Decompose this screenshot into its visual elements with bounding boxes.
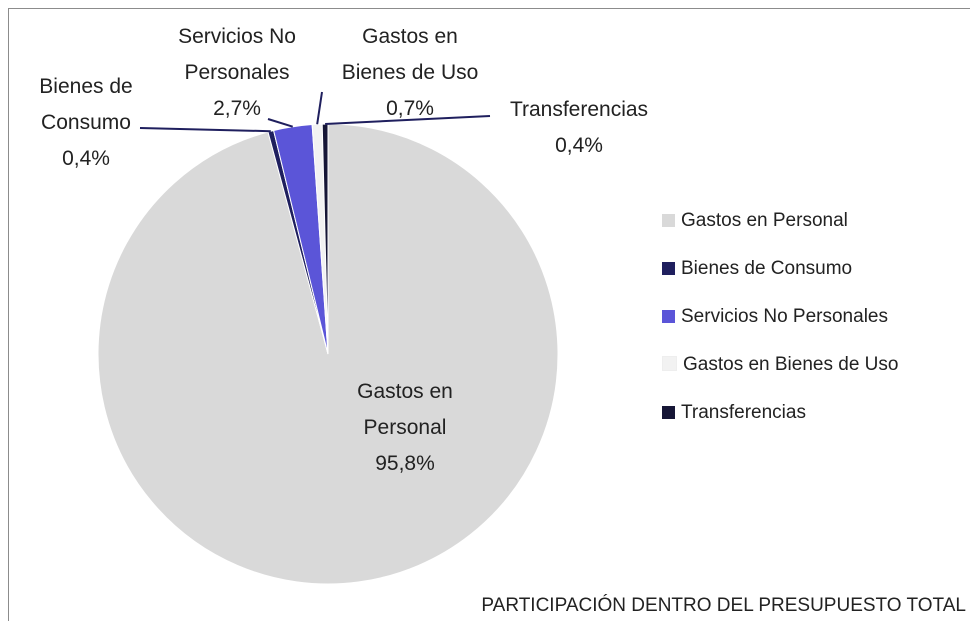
legend-item: Servicios No Personales — [662, 306, 888, 328]
label-value: 0,7% — [386, 97, 434, 120]
chart-title: PARTICIPACIÓN DENTRO DEL PRESUPUESTO TOT… — [481, 595, 966, 616]
label-value: 2,7% — [213, 97, 261, 120]
legend-item: Transferencias — [662, 402, 806, 424]
legend-label: Gastos en Personal — [681, 210, 848, 231]
label-category: Bienes de Consumo — [39, 75, 133, 134]
label-value: 95,8% — [375, 452, 435, 475]
label-category: Transferencias — [509, 98, 649, 121]
data-label: Transferencias 0,4% — [479, 92, 679, 164]
legend-label: Transferencias — [681, 402, 806, 423]
data-label: Bienes de Consumo 0,4% — [21, 69, 151, 177]
legend-item: Gastos en Personal — [662, 210, 848, 232]
label-category: Gastos en Personal — [357, 380, 453, 439]
leader-line — [316, 91, 323, 125]
legend-label: Bienes de Consumo — [681, 258, 853, 279]
legend-item: Gastos en Bienes de Uso — [662, 354, 898, 376]
legend-swatch — [662, 214, 675, 227]
legend-label: Gastos en Bienes de Uso — [683, 354, 899, 375]
leader-line — [139, 127, 271, 133]
chart-frame — [8, 8, 970, 621]
legend-swatch — [662, 310, 675, 323]
leader-line — [325, 115, 491, 126]
legend-item: Bienes de Consumo — [662, 258, 852, 280]
label-category: Gastos en Bienes de Uso — [341, 25, 479, 84]
label-value: 0,4% — [62, 147, 110, 170]
leader-line — [267, 118, 294, 128]
data-label: Servicios No Personales 2,7% — [157, 19, 317, 127]
data-label: Gastos en Personal 95,8% — [330, 374, 480, 482]
legend-swatch — [662, 356, 677, 371]
data-label: Gastos en Bienes de Uso 0,7% — [335, 19, 485, 127]
legend-swatch — [662, 406, 675, 419]
legend-swatch — [662, 262, 675, 275]
label-category: Servicios No Personales — [178, 25, 296, 84]
label-value: 0,4% — [555, 134, 603, 157]
legend-label: Servicios No Personales — [681, 306, 888, 327]
